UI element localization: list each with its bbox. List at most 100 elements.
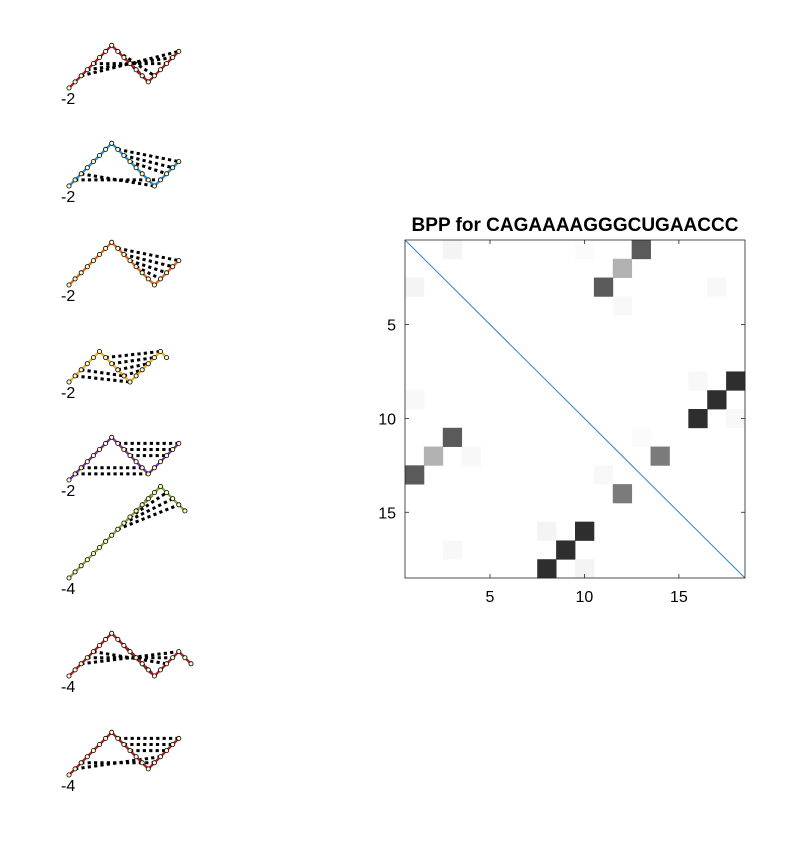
- nucleotide-marker: [84, 459, 90, 465]
- nucleotide-marker: [121, 373, 127, 379]
- nucleotide-marker: [66, 379, 72, 385]
- nucleotide-marker: [145, 667, 151, 673]
- nucleotide-marker: [103, 440, 109, 446]
- nucleotide-marker: [72, 766, 78, 772]
- nucleotide-marker: [84, 557, 90, 563]
- nucleotide-marker: [72, 471, 78, 477]
- nucleotide-marker: [164, 171, 170, 177]
- plot-frame: [404, 239, 746, 579]
- nucleotide-marker: [133, 264, 139, 270]
- nucleotide-marker: [127, 258, 133, 264]
- heatmap-cell: [631, 427, 651, 447]
- nucleotide-marker: [170, 55, 176, 61]
- structure-5: -2: [61, 434, 182, 500]
- nucleotide-marker: [139, 270, 145, 276]
- heatmap-cell: [575, 521, 595, 541]
- nucleotide-marker: [164, 490, 170, 496]
- nucleotide-marker: [115, 440, 121, 446]
- nucleotide-marker: [109, 434, 115, 440]
- nucleotide-marker: [145, 177, 151, 183]
- base-pair-line: [74, 755, 161, 771]
- nucleotide-marker: [121, 742, 127, 748]
- nucleotide-marker: [121, 251, 127, 257]
- nucleotide-marker: [151, 73, 157, 79]
- nucleotide-marker: [90, 551, 96, 557]
- nucleotide-marker: [157, 459, 163, 465]
- nucleotide-marker: [127, 159, 133, 165]
- nucleotide-marker: [139, 367, 145, 373]
- heatmap-cell: [593, 277, 614, 297]
- nucleotide-marker: [170, 446, 176, 452]
- structure-7: -4: [61, 630, 194, 696]
- nucleotide-marker: [145, 276, 151, 282]
- base-pair-line: [123, 253, 174, 269]
- nucleotide-marker: [97, 545, 103, 551]
- nucleotide-marker: [170, 655, 176, 661]
- nucleotide-marker: [72, 276, 78, 282]
- heatmap-cell: [612, 296, 633, 316]
- nucleotide-marker: [157, 276, 163, 282]
- energy-label: -2: [61, 385, 75, 402]
- base-pair-line: [80, 368, 125, 378]
- heatmap-cell: [575, 240, 595, 260]
- nucleotide-marker: [90, 258, 96, 264]
- base-pair-line: [129, 160, 168, 176]
- energy-label: -4: [61, 778, 75, 795]
- nucleotide-marker: [109, 361, 115, 367]
- nucleotide-marker: [157, 177, 163, 183]
- nucleotide-marker: [97, 446, 103, 452]
- heatmap-cell: [688, 371, 708, 391]
- nucleotide-marker: [139, 73, 145, 79]
- heatmap-cell: [650, 446, 670, 466]
- nucleotide-marker: [151, 282, 157, 288]
- nucleotide-marker: [115, 526, 121, 532]
- nucleotide-marker: [115, 146, 121, 152]
- nucleotide-marker: [151, 183, 157, 189]
- base-pair-line: [87, 56, 173, 72]
- nucleotide-marker: [164, 453, 170, 459]
- heatmap-cell: [688, 409, 708, 429]
- base-pair-line: [80, 49, 180, 78]
- backbone-line: [68, 44, 180, 89]
- y-tick-label: 10: [378, 411, 396, 428]
- nucleotide-marker: [115, 636, 121, 642]
- heatmap-cell: [631, 240, 651, 260]
- nucleotide-marker: [139, 502, 145, 508]
- heatmap-cell: [556, 540, 576, 560]
- nucleotide-marker: [127, 514, 133, 520]
- nucleotide-marker: [78, 760, 84, 766]
- nucleotide-marker: [145, 766, 151, 772]
- nucleotide-marker: [78, 465, 84, 471]
- heatmap-cell: [726, 371, 746, 391]
- heatmap-cell: [612, 484, 633, 504]
- nucleotide-marker: [157, 67, 163, 73]
- nucleotide-marker: [90, 649, 96, 655]
- nucleotide-marker: [72, 373, 78, 379]
- nucleotide-marker: [66, 85, 72, 91]
- nucleotide-marker: [115, 735, 121, 741]
- nucleotide-marker: [133, 655, 139, 661]
- nucleotide-marker: [66, 575, 72, 581]
- nucleotide-marker: [145, 471, 151, 477]
- bpp-heatmap: BPP for CAGAAAAGGGCUGAACCC 5 10 15 5 10 15: [378, 215, 746, 606]
- nucleotide-marker: [66, 183, 72, 189]
- heatmap-cell: [575, 559, 595, 579]
- nucleotide-marker: [109, 630, 115, 636]
- nucleotide-marker: [176, 159, 182, 165]
- heatmap-cell: [442, 540, 463, 560]
- nucleotide-marker: [176, 735, 182, 741]
- nucleotide-marker: [66, 673, 72, 679]
- structure-1: -2: [61, 42, 182, 108]
- nucleotide-marker: [121, 55, 127, 61]
- nucleotide-marker: [133, 165, 139, 171]
- base-pair-line: [117, 503, 180, 531]
- nucleotide-marker: [97, 152, 103, 158]
- energy-label: -2: [61, 288, 75, 305]
- heatmap-cell: [442, 240, 463, 260]
- nucleotide-marker: [164, 355, 170, 361]
- backbone-line: [68, 632, 192, 678]
- nucleotide-marker: [139, 171, 145, 177]
- nucleotide-marker: [176, 649, 182, 655]
- nucleotide-marker: [176, 502, 182, 508]
- energy-label: -4: [61, 679, 75, 696]
